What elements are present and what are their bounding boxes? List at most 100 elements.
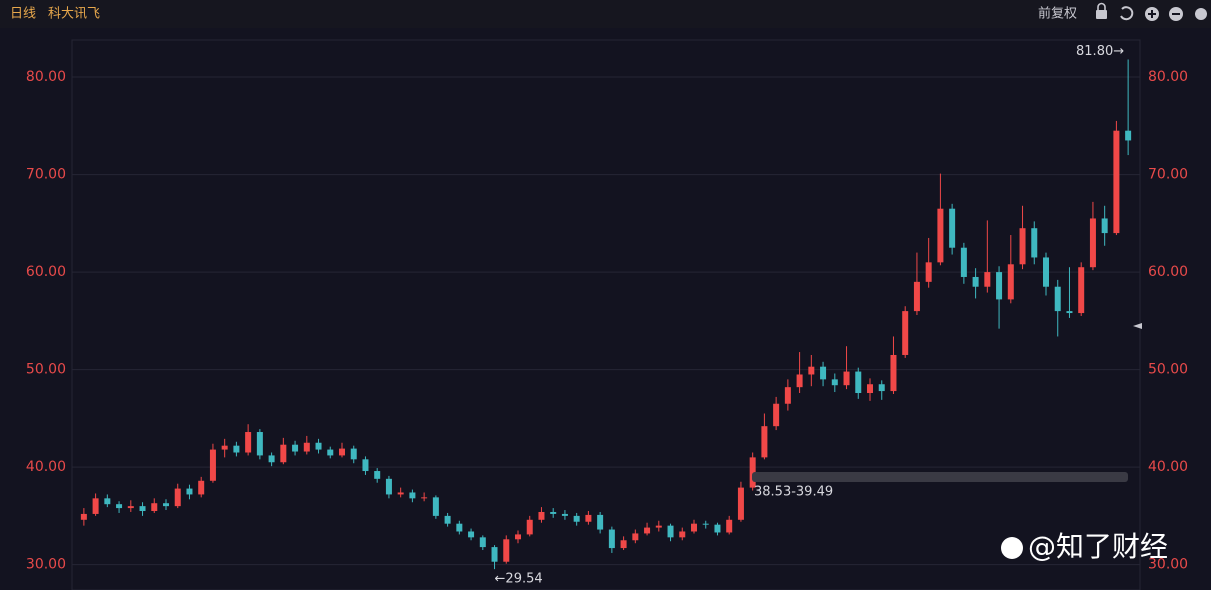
- candle-body: [432, 497, 439, 516]
- candle-body: [80, 513, 87, 520]
- stock-name: 科大讯飞: [48, 7, 100, 22]
- candle-body: [245, 432, 252, 453]
- candle-body: [561, 513, 568, 516]
- period[interactable]: 日线: [10, 7, 36, 22]
- candle-body: [608, 529, 615, 549]
- candle-body: [397, 492, 404, 495]
- candle-body: [1019, 228, 1026, 265]
- settings[interactable]: [1195, 8, 1207, 20]
- zoom-glyphs: [1148, 10, 1180, 18]
- y-tick-label-right: 80.00: [1148, 69, 1188, 85]
- candle-body: [808, 366, 815, 375]
- candle-body: [1031, 228, 1038, 258]
- watermark-icon: [1001, 537, 1023, 559]
- candle-body: [163, 503, 169, 507]
- candle-body: [855, 371, 862, 394]
- candle-body: [573, 515, 580, 522]
- candle-body: [679, 531, 686, 538]
- range-label: 38.53-39.49: [754, 485, 833, 500]
- y-tick-label-right: 70.00: [1148, 167, 1188, 183]
- candle-body: [1089, 218, 1096, 268]
- candle-body: [972, 276, 979, 287]
- candle-body: [761, 426, 768, 458]
- candle-body: [233, 445, 240, 453]
- candle-body: [714, 524, 721, 533]
- candle-body: [655, 525, 662, 528]
- candle-body: [456, 523, 463, 532]
- candle-body: [421, 497, 428, 499]
- y-tick-label-right: 40.00: [1148, 459, 1188, 475]
- candle-body: [831, 379, 838, 386]
- high-label: 81.80→: [1076, 44, 1124, 59]
- candle-body: [1066, 311, 1073, 314]
- candle-body: [468, 531, 475, 538]
- candle-body: [116, 504, 123, 509]
- candle-body: [186, 488, 193, 495]
- candle-body: [913, 281, 920, 312]
- header-bar: [0, 0, 1211, 28]
- y-tick-label-left: 80.00: [26, 69, 66, 85]
- low-label: ←29.54: [495, 572, 543, 587]
- candle-body: [691, 523, 697, 532]
- candle-body: [1101, 218, 1108, 234]
- candle-body: [292, 444, 299, 452]
- y-tick-label-left: 60.00: [26, 264, 66, 280]
- lock-icon[interactable]: [1096, 10, 1107, 19]
- undo-icon[interactable]: [1120, 6, 1134, 21]
- y-tick-label-right: 50.00: [1148, 362, 1188, 378]
- candle-body: [538, 511, 545, 520]
- candle-body: [479, 537, 486, 548]
- candle-body: [315, 442, 322, 450]
- candle-body: [820, 366, 827, 380]
- candle-body: [515, 534, 521, 540]
- candle-body: [996, 272, 1003, 300]
- candle-body: [151, 503, 158, 512]
- adjust[interactable]: 前复权: [1038, 6, 1077, 22]
- candle-body: [867, 384, 873, 394]
- candle-body: [374, 471, 381, 479]
- candle-body: [960, 247, 967, 277]
- candle-body: [784, 387, 791, 404]
- candle-body: [268, 455, 275, 463]
- candle-body: [726, 519, 733, 533]
- y-tick-label-left: 30.00: [26, 557, 66, 573]
- candle-body: [127, 506, 134, 509]
- candle-body: [585, 514, 592, 522]
- candle-body: [937, 208, 944, 263]
- candle-body: [526, 519, 533, 535]
- candle-body: [209, 449, 216, 481]
- candle-body: [303, 442, 310, 452]
- watermark: @知了财经: [1028, 530, 1168, 563]
- candle-body: [620, 540, 627, 549]
- candle-body: [256, 432, 263, 456]
- candle-body: [644, 527, 651, 534]
- y-tick-label-left: 40.00: [26, 459, 66, 475]
- candle-body: [984, 272, 991, 287]
- y-tick-label-right: 30.00: [1148, 557, 1188, 573]
- candle-body: [339, 448, 345, 456]
- candle-body: [198, 480, 205, 495]
- candle-body: [1043, 257, 1049, 287]
- range-bar: [752, 472, 1128, 482]
- candle-body: [925, 262, 932, 282]
- plot: 30.00 30.00 40.00 40.00 50.00 50.00 60.00 60.00…: [26, 59, 1188, 573]
- candle-body: [409, 492, 416, 499]
- candle-body: [221, 445, 228, 450]
- price-marker: [1133, 323, 1142, 329]
- candle-body: [1007, 264, 1014, 300]
- candle-body: [362, 459, 369, 472]
- y-tick-label-right: 60.00: [1148, 264, 1188, 280]
- candle-body: [878, 384, 885, 392]
- candle-body: [92, 498, 99, 514]
- candle-body: [444, 515, 451, 524]
- candle-body: [104, 498, 111, 505]
- candle-body: [550, 511, 557, 514]
- candle-body: [1113, 130, 1120, 234]
- candle-body: [890, 354, 897, 392]
- candle-body: [749, 457, 756, 488]
- lock-shackle: [1097, 2, 1106, 10]
- candle-body: [737, 487, 744, 520]
- candle-body: [902, 311, 909, 355]
- candle-body: [843, 371, 850, 386]
